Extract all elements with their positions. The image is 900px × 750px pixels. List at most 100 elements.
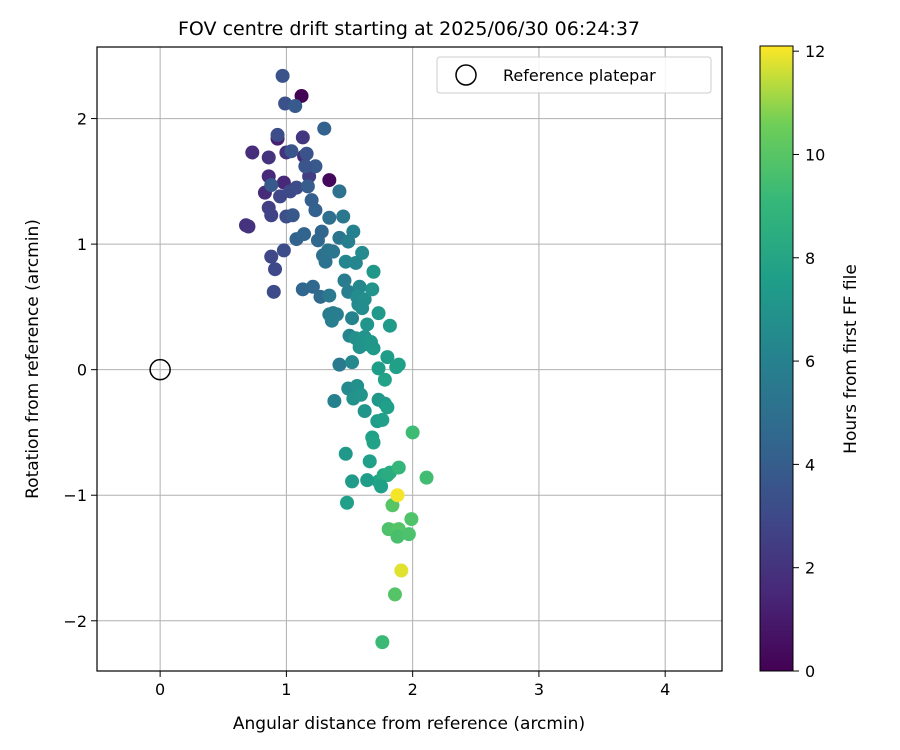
data-point <box>294 88 309 103</box>
data-point <box>401 527 416 542</box>
data-point <box>380 350 395 365</box>
data-point <box>341 234 356 249</box>
data-point <box>324 313 339 328</box>
x-tick-label: 3 <box>534 680 544 699</box>
data-point <box>317 121 332 136</box>
data-point <box>295 130 310 145</box>
data-point <box>318 254 333 269</box>
y-tick-label: 1 <box>77 235 87 254</box>
data-point <box>345 311 360 326</box>
x-tick-label: 1 <box>281 680 291 699</box>
data-point <box>241 219 256 234</box>
y-axis-ticks: −2 −1 0 1 2 <box>63 110 97 631</box>
y-tick-label: 0 <box>77 361 87 380</box>
data-point <box>308 203 323 218</box>
data-point <box>284 144 299 159</box>
data-point <box>332 184 347 199</box>
data-point <box>288 99 303 114</box>
legend-box <box>436 56 712 94</box>
colorbar-tick-label: 0 <box>805 662 815 681</box>
data-point <box>264 178 279 193</box>
data-point <box>285 208 300 223</box>
colorbar-gradient <box>759 45 794 672</box>
data-point <box>340 495 354 510</box>
data-point <box>322 288 337 303</box>
data-point <box>353 387 368 402</box>
data-point <box>375 412 390 427</box>
data-point <box>375 635 390 650</box>
data-point <box>308 159 323 174</box>
data-point <box>261 150 276 165</box>
colorbar-tick-label: 2 <box>805 559 815 578</box>
colorbar-tick-label: 4 <box>805 455 815 474</box>
data-point <box>289 180 304 195</box>
colorbar-tick-label: 10 <box>805 145 825 164</box>
data-point <box>419 470 434 485</box>
data-point <box>355 245 370 260</box>
data-point <box>345 474 360 489</box>
data-point <box>348 255 363 270</box>
x-tick-label: 0 <box>155 680 165 699</box>
data-point <box>326 244 341 259</box>
data-point <box>366 264 381 279</box>
data-point <box>337 273 352 288</box>
data-point <box>382 318 397 333</box>
data-point <box>391 357 406 372</box>
data-point <box>377 372 392 387</box>
x-axis-ticks: 0 1 2 3 4 <box>155 671 670 699</box>
data-point <box>390 529 405 544</box>
legend-entry-reference: Reference platepar <box>503 66 656 85</box>
data-point <box>363 335 378 350</box>
data-point <box>374 479 389 494</box>
data-point <box>305 279 320 294</box>
data-point <box>366 435 381 450</box>
data-point <box>322 210 337 225</box>
data-point <box>336 209 351 224</box>
y-axis-label: Rotation from reference (arcmin) <box>23 219 43 499</box>
colorbar: 0 2 4 6 8 10 12 Hours from first FF file <box>759 42 861 681</box>
data-point <box>264 208 279 223</box>
data-point <box>380 400 395 415</box>
data-point <box>360 317 375 332</box>
data-point <box>360 473 375 488</box>
data-point <box>299 146 314 161</box>
data-point <box>345 355 360 370</box>
y-tick-label: 2 <box>77 110 87 129</box>
colorbar-tick-label: 8 <box>805 249 815 268</box>
data-point <box>298 159 313 174</box>
data-point <box>327 394 342 409</box>
data-point <box>355 301 370 316</box>
data-point <box>365 282 380 297</box>
colorbar-label: Hours from first FF file <box>841 264 861 454</box>
data-point <box>371 306 386 321</box>
colorbar-tick-label: 12 <box>805 42 825 61</box>
y-tick-label: −1 <box>63 486 87 505</box>
data-point <box>391 460 406 475</box>
y-tick-label: −2 <box>63 612 87 631</box>
data-point <box>357 404 372 419</box>
plot-frame <box>96 46 723 672</box>
colorbar-tick-label: 6 <box>805 352 815 371</box>
data-point <box>332 357 347 372</box>
legend: Reference platepar <box>436 56 712 94</box>
chart-title: FOV centre drift starting at 2025/06/30 … <box>178 18 640 40</box>
grid <box>97 47 722 671</box>
data-point <box>405 425 420 440</box>
data-point <box>362 454 377 469</box>
data-point <box>275 68 290 83</box>
data-point <box>394 563 409 578</box>
x-tick-label: 4 <box>660 680 670 699</box>
data-point <box>297 227 312 242</box>
data-point <box>270 127 285 142</box>
colorbar-ticks: 0 2 4 6 8 10 12 <box>793 42 825 681</box>
data-point <box>264 249 279 264</box>
data-point <box>371 361 386 376</box>
data-point <box>276 243 291 258</box>
data-points <box>238 68 434 650</box>
data-point <box>266 284 281 299</box>
data-point <box>390 488 405 503</box>
reference-platepar-marker <box>149 358 171 381</box>
data-point <box>387 587 402 602</box>
